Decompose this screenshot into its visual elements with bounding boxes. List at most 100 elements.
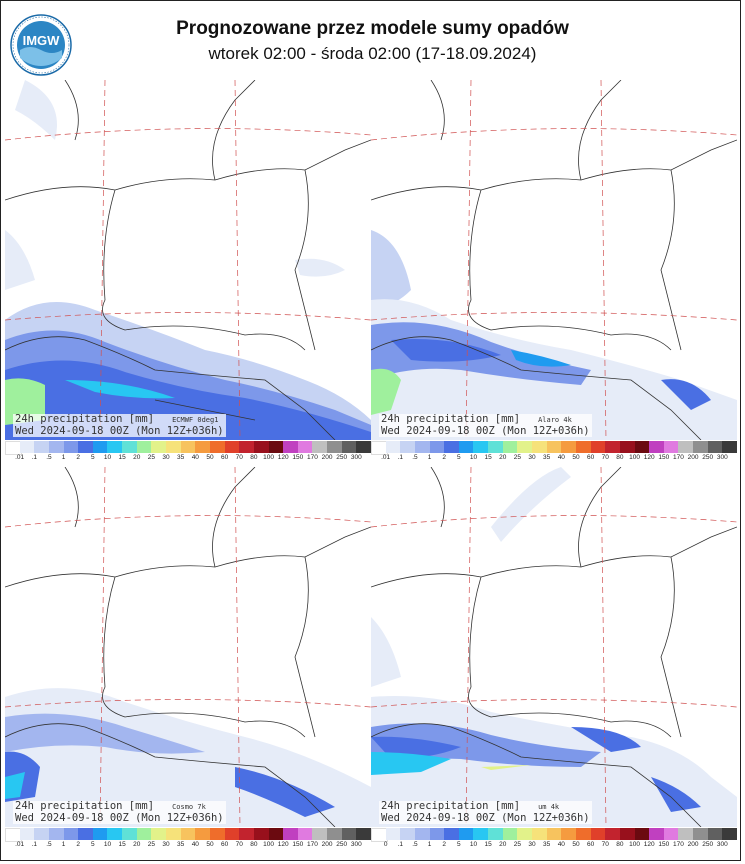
colorbar-tick-label: 10 xyxy=(103,841,112,848)
panel-label-ecmwf: 24h precipitation [mm] ECMWF 0deg1 Wed 20… xyxy=(13,414,226,437)
colorbar-tick-label: .5 xyxy=(412,454,418,461)
page-subtitle: wtorek 02:00 - środa 02:00 (17-18.09.202… xyxy=(208,44,537,63)
colorbar-cell xyxy=(34,828,50,840)
colorbar-ticks: .01.1.5 1 2 5 10 15 20 25 30 35 40 50 60 70 80 100 120 15… xyxy=(5,841,371,850)
colorbar-cell xyxy=(253,828,269,840)
colorbar-cell xyxy=(268,441,284,453)
colorbar-cell xyxy=(151,828,167,840)
colorbar-cell xyxy=(151,441,167,453)
colorbar-tick-label: 20 xyxy=(499,454,507,461)
colorbar-tick-label: 60 xyxy=(586,454,595,461)
colorbar-cell xyxy=(414,441,431,453)
colorbar-tick-label: 200 xyxy=(321,454,333,461)
model-name: ECMWF 0deg1 xyxy=(172,416,219,424)
colorbar-cell xyxy=(649,828,665,840)
colorbar-cell xyxy=(297,441,313,453)
colorbar-cell xyxy=(78,828,94,840)
colorbar-tick-label: 170 xyxy=(307,841,318,848)
colorbar-cell xyxy=(517,441,533,453)
borders xyxy=(371,80,737,440)
colorbar-tick-label: 70 xyxy=(235,841,243,848)
colorbar-cell xyxy=(634,441,650,453)
map-panel-alaro: 24h precipitation [mm] Alaro 4k Wed 2024-… xyxy=(371,80,737,463)
colorbar-cell xyxy=(575,441,592,453)
colorbar-cell xyxy=(663,441,679,453)
precip-shading xyxy=(371,230,737,440)
colorbar-cell xyxy=(136,441,152,453)
colorbar-tick-label: 300 xyxy=(350,841,362,848)
colorbar-tick-label: 150 xyxy=(658,454,670,461)
colorbar-cell xyxy=(92,441,108,453)
colorbar-tick-label: 40 xyxy=(191,841,199,848)
panel-label-alaro: 24h precipitation [mm] Alaro 4k Wed 2024-… xyxy=(379,414,592,437)
colorbar-cell xyxy=(707,441,723,453)
colorbar-cell xyxy=(92,828,108,840)
page-title: Prognozowane przez modele sumy opadów xyxy=(176,18,569,39)
colorbar-cell xyxy=(722,441,737,453)
graticule xyxy=(5,467,371,827)
logo-text: IMGW xyxy=(23,33,61,48)
colorbar-tick-label: 150 xyxy=(292,454,304,461)
colorbar-cell xyxy=(605,828,621,840)
label-line1: 24h precipitation [mm] xyxy=(381,800,521,812)
colorbar-cell xyxy=(590,441,606,453)
colorbar-cell xyxy=(239,441,255,453)
colorbar-tick-label: 70 xyxy=(235,454,243,461)
colorbar-tick-label: 70 xyxy=(601,454,609,461)
label-line2: Wed 2024-09-18 00Z (Mon 12Z+036h) xyxy=(381,425,590,437)
colorbar-tick-label: 200 xyxy=(321,841,333,848)
colorbar-tick-label: 250 xyxy=(702,454,714,461)
colorbar-tick-label: 60 xyxy=(220,454,229,461)
colorbar-tick-label: 1 xyxy=(61,841,66,848)
map-panel-cosmo: 24h precipitation [mm] Cosmo 7k Wed 2024-… xyxy=(5,467,371,850)
graticule xyxy=(371,80,737,440)
colorbar-cell xyxy=(532,828,548,840)
precip-shading xyxy=(5,688,371,827)
colorbar-tick-label: .5 xyxy=(46,841,52,848)
colorbar-tick-label: 10 xyxy=(103,454,112,461)
colorbar-tick-label: .1 xyxy=(397,841,403,848)
colorbar-tick-label: 20 xyxy=(499,841,507,848)
colorbar-cell xyxy=(312,441,328,453)
colorbar xyxy=(5,828,371,842)
colorbar-cell xyxy=(693,828,709,840)
colorbar-tick-label: .1 xyxy=(397,454,403,461)
colorbar-tick-label: 60 xyxy=(220,841,229,848)
colorbar-tick-label: 25 xyxy=(513,841,522,848)
colorbar-cell xyxy=(561,441,577,453)
colorbar xyxy=(5,441,371,455)
colorbar-cell xyxy=(385,441,401,453)
colorbar-tick-label: 120 xyxy=(643,841,655,848)
colorbar-tick-label: 15 xyxy=(118,454,126,461)
colorbar-cell xyxy=(634,828,650,840)
colorbar-tick-label: 50 xyxy=(572,841,580,848)
precipitation-map-um xyxy=(371,467,737,827)
colorbar-cell xyxy=(400,441,416,453)
colorbar-cell xyxy=(619,828,635,840)
colorbar-cell xyxy=(268,828,284,840)
colorbar-tick-label: 25 xyxy=(147,454,156,461)
colorbar-cell xyxy=(48,441,65,453)
colorbar-cell xyxy=(546,828,562,840)
colorbar-tick-label: 100 xyxy=(629,841,640,848)
colorbar-cell xyxy=(488,828,504,840)
label-line1: 24h precipitation [mm] xyxy=(15,413,155,425)
colorbar-tick-label: 30 xyxy=(162,841,170,848)
colorbar-tick-label: 5 xyxy=(457,454,461,461)
colorbar-tick-label: 40 xyxy=(191,454,199,461)
map-panel-ecmwf: 24h precipitation [mm] ECMWF 0deg1 Wed 20… xyxy=(5,80,371,463)
colorbar-tick-label: 100 xyxy=(629,454,640,461)
label-line2: Wed 2024-09-18 00Z (Mon 12Z+036h) xyxy=(381,812,590,824)
colorbar-tick-label: 1 xyxy=(427,454,432,461)
colorbar-tick-label: 10 xyxy=(469,841,478,848)
borders xyxy=(5,80,371,440)
colorbar-tick-label: 30 xyxy=(162,454,170,461)
map-panel-um: 24h precipitation [mm] um 4k Wed 2024-09-… xyxy=(371,467,737,850)
colorbar-cell xyxy=(663,828,679,840)
colorbar-tick-label: .01 xyxy=(15,841,25,848)
colorbar-tick-label: 120 xyxy=(643,454,655,461)
colorbar-tick-label: 170 xyxy=(673,841,684,848)
colorbar-tick-label: .1 xyxy=(31,841,37,848)
precip-shading xyxy=(371,467,737,827)
colorbar-cell xyxy=(136,828,152,840)
